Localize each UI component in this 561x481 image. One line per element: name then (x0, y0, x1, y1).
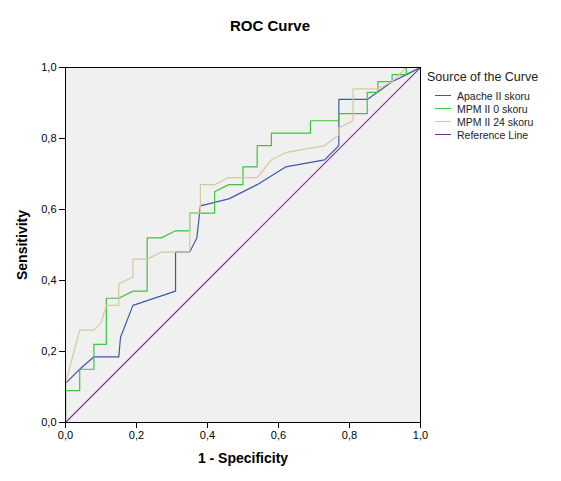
svg-text:0,2: 0,2 (129, 429, 144, 441)
svg-text:0,4: 0,4 (41, 274, 56, 286)
svg-text:1,0: 1,0 (413, 429, 428, 441)
html-text:Source of the Curve: Source of the Curve (427, 70, 539, 84)
svg-text:0,6: 0,6 (271, 429, 286, 441)
html-text:MPM II 0 skoru: MPM II 0 skoru (457, 102, 528, 115)
html-text:ROC Curve: ROC Curve (230, 17, 310, 34)
svg-text:0,6: 0,6 (41, 203, 56, 215)
svg-text:0,4: 0,4 (200, 429, 215, 441)
svg-text:Sensitivity: Sensitivity (14, 210, 30, 280)
svg-text:0,0: 0,0 (58, 429, 73, 441)
html-text:Reference Line: Reference Line (457, 128, 529, 141)
svg-text:1,0: 1,0 (41, 61, 56, 73)
svg-text:0,8: 0,8 (342, 429, 357, 441)
svg-text:0,2: 0,2 (41, 345, 56, 357)
svg-text:0,8: 0,8 (41, 132, 56, 144)
html-text:MPM II 24 skoru: MPM II 24 skoru (457, 115, 534, 128)
html-text:Apache II skoru: Apache II skoru (457, 89, 530, 102)
svg-text:0,0: 0,0 (41, 416, 56, 428)
svg-text:1 - Specificity: 1 - Specificity (198, 450, 288, 466)
